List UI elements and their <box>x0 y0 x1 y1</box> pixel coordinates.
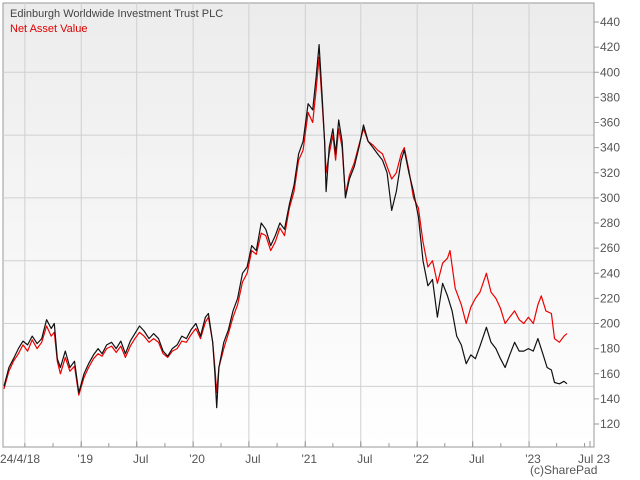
sharepad-credit: (c)SharePad <box>530 463 598 477</box>
y-tick-label: 380 <box>600 90 620 104</box>
x-tick-label: Jul <box>133 452 148 466</box>
legend-nav: Net Asset Value <box>10 23 88 35</box>
y-tick-label: 320 <box>600 166 620 180</box>
series-lines <box>3 43 568 409</box>
y-axis: 120 140 160 180 200 220 240 260 280 300 320 340 360 3… <box>593 3 620 447</box>
y-tick-label: 180 <box>600 342 620 356</box>
x-tick-label: Jul <box>469 452 484 466</box>
y-tick-label: 200 <box>600 317 620 331</box>
plot-background <box>2 2 595 448</box>
y-tick-label: 280 <box>600 216 620 230</box>
y-tick-label: 160 <box>600 367 620 381</box>
y-tick-label: 340 <box>600 141 620 155</box>
nav-line <box>3 56 568 396</box>
x-tick-label: '20 <box>189 452 205 466</box>
x-tick-label: 24/4/18 <box>0 452 40 466</box>
x-tick-label: '21 <box>301 452 317 466</box>
gridlines <box>3 3 594 447</box>
x-tick-label: '22 <box>413 452 429 466</box>
x-tick-label: '23 <box>525 452 541 466</box>
legend-share-price: Edinburgh Worldwide Investment Trust PLC <box>10 8 224 20</box>
y-tick-label: 420 <box>600 40 620 54</box>
y-tick-label: 220 <box>600 291 620 305</box>
y-tick-label: 440 <box>600 15 620 29</box>
y-tick-label: 400 <box>600 65 620 79</box>
y-tick-label: 260 <box>600 241 620 255</box>
y-tick-label: 360 <box>600 116 620 130</box>
x-tick-label: Jul 23 <box>578 452 610 466</box>
x-tick-label: Jul <box>357 452 372 466</box>
x-tick-label: Jul <box>245 452 260 466</box>
x-tick-label: '19 <box>77 452 93 466</box>
y-tick-label: 300 <box>600 191 620 205</box>
x-axis: 24/4/18 '19 Jul '20 Jul '21 Jul '22 Jul '23 Jul 23 <box>0 441 610 466</box>
y-tick-label: 240 <box>600 266 620 280</box>
y-tick-label: 140 <box>600 392 620 406</box>
share-price-line <box>3 43 568 409</box>
y-tick-label: 120 <box>600 417 620 431</box>
